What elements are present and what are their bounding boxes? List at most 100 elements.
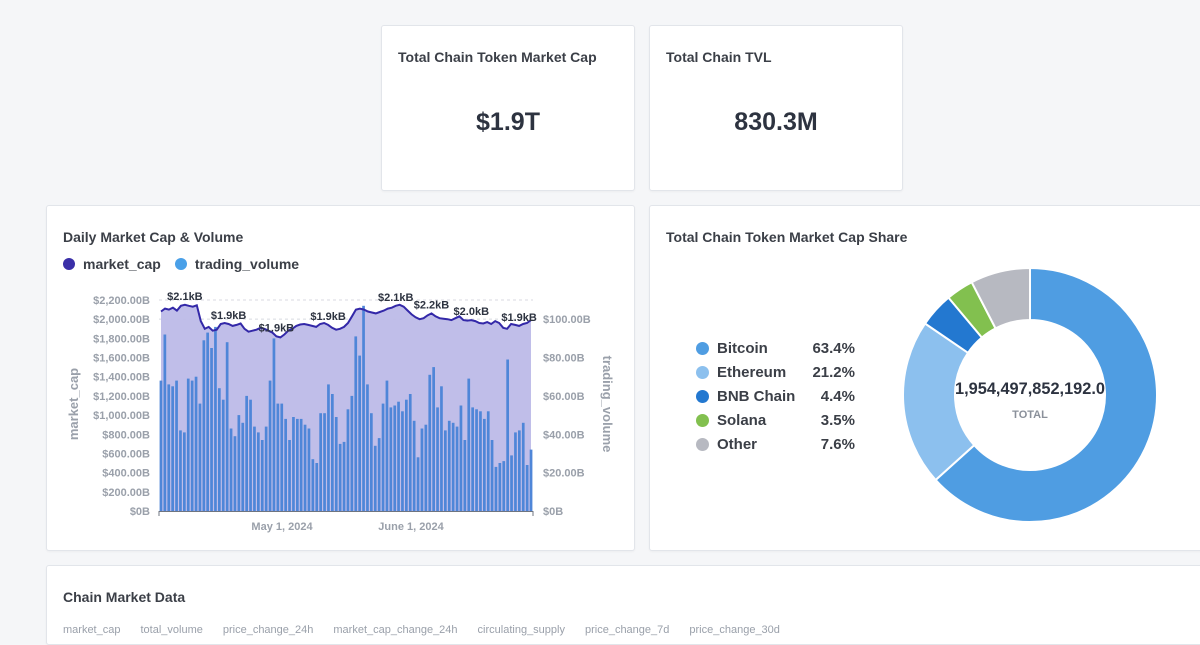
share-pct: 21.2% [812,363,855,381]
share-name: BNB Chain [717,387,796,405]
volume-bar [397,401,400,511]
volume-bar [486,411,490,511]
volume-bar [525,465,529,511]
share-name: Other [717,435,758,453]
volume-bar [401,411,404,511]
volume-bar [436,407,439,511]
peak-label: $1.9kB [310,311,346,323]
combo-chart[interactable]: $0B $200.00B $400.00B $600.00B $800.00B $1,00… [47,206,634,550]
volume-bar [447,420,451,511]
share-title: Total Chain Token Market Cap Share [666,229,908,245]
peak-label: $2.0kB [454,306,490,318]
left-tick-label: $1,600.00B [93,353,150,365]
peak-label: $2.1kB [378,292,414,304]
volume-bar [385,380,389,511]
column-header[interactable]: circulating_supply [477,624,565,636]
volume-bar [424,424,428,511]
volume-bar [354,336,358,511]
volume-bar [264,426,268,511]
volume-bar [276,403,280,511]
volume-bar [377,438,381,511]
volume-bar [370,413,373,511]
column-header[interactable]: market_cap_change_24h [333,624,458,636]
volume-bar [233,436,237,511]
column-header[interactable]: market_cap [63,624,121,636]
volume-bar [218,388,221,511]
left-tick-label: $400.00B [102,468,150,480]
volume-bar [483,418,486,511]
kpi-title: Total Chain Token Market Cap [398,49,597,65]
volume-bar [432,367,435,511]
share-legend-item[interactable]: Other 7.6% [696,432,855,456]
volume-bar [198,403,202,511]
share-legend-item[interactable]: BNB Chain 4.4% [696,384,855,408]
column-header[interactable]: total_volume [140,624,203,636]
right-tick-label: $40.00B [543,429,585,441]
donut-chart[interactable]: 1,954,497,852,192.0 TOTAL [650,206,1200,550]
share-legend: Bitcoin 63.4% Ethereum 21.2% BNB Chain 4.4% So… [696,336,855,456]
share-pct: 4.4% [820,387,855,405]
volume-bar [229,428,233,511]
volume-bar [253,426,256,511]
share-card: Total Chain Token Market Cap Share Bitco… [649,205,1200,551]
column-header[interactable]: price_change_24h [222,624,314,636]
left-tick-label: $800.00B [102,429,150,441]
volume-bar [284,418,287,511]
volume-bar [202,340,206,511]
volume-bar [381,403,385,511]
volume-bar [186,378,190,511]
share-legend-item[interactable]: Solana 3.5% [696,408,855,432]
legend-dot-icon [696,341,709,355]
column-header[interactable]: price_change_7d [584,624,670,636]
volume-bar [206,332,209,511]
volume-bar [272,338,276,511]
right-tick-label: $20.00B [543,468,585,480]
kpi-card-tvl: Total Chain TVL 830.3M [649,25,903,191]
volume-bar [521,422,525,511]
legend-dot-icon [696,389,709,403]
volume-bar [366,384,369,511]
volume-bar [498,463,502,511]
volume-bar [510,455,513,511]
market-cap-line [160,303,532,339]
volume-bar [323,413,326,511]
volume-bar [221,399,225,511]
peak-label: $2.2kB [414,299,450,311]
volume-bar [471,407,474,511]
volume-bar [393,405,397,511]
volume-bar [459,405,463,511]
kpi-title: Total Chain TVL [666,49,772,65]
right-tick-label: $0B [543,506,563,518]
volume-bar [358,355,361,511]
share-legend-item[interactable]: Ethereum 21.2% [696,360,855,384]
volume-bar [514,432,517,511]
volume-bar [350,395,354,511]
share-legend-item[interactable]: Bitcoin 63.4% [696,336,855,360]
volume-bar [408,394,412,511]
volume-bar [463,440,467,511]
volume-bar [412,420,416,511]
donut-total-caption: TOTAL [1012,409,1048,421]
volume-bar [319,413,322,511]
volume-bar [428,374,432,511]
volume-bar [190,380,194,511]
volume-bar [420,428,424,511]
legend-item-market-cap[interactable]: market_cap [63,256,161,272]
peak-label: $1.9kB [501,312,537,324]
volume-bar [237,415,241,511]
left-tick-label: $200.00B [102,487,150,499]
share-pct: 63.4% [812,339,855,357]
legend-dot-icon [696,365,709,379]
volume-bar [315,463,319,511]
column-header[interactable]: price_change_30d [689,624,780,636]
volume-bar [260,440,264,511]
volume-bar [307,428,311,511]
volume-bar [249,399,252,511]
volume-bar [179,430,182,511]
right-tick-label: $60.00B [543,391,585,403]
volume-bar [494,466,498,511]
volume-bar [529,449,533,511]
volume-bar [268,380,272,511]
legend-item-trading-volume[interactable]: trading_volume [174,256,299,272]
table-title: Chain Market Data [63,589,186,605]
